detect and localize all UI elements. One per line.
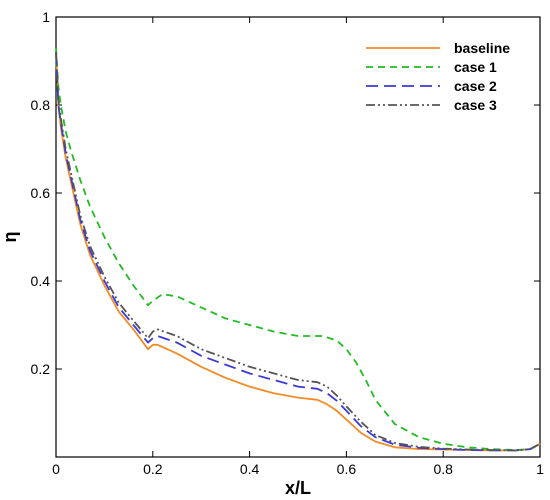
legend-label: case 1: [454, 59, 497, 75]
series-line-case-3: [55, 52, 541, 452]
x-tick-label: 0: [52, 461, 60, 477]
legend-label: baseline: [454, 40, 510, 56]
plot-frame: [55, 16, 541, 458]
y-tick-label: 1: [42, 9, 50, 25]
y-tick-label: 0.8: [31, 97, 51, 113]
x-tick-label: 0.6: [337, 461, 357, 477]
x-axis-label: x/L: [285, 478, 311, 498]
y-tick-label: 0.6: [31, 185, 51, 201]
y-tick-label: 0.2: [31, 361, 51, 377]
legend-label: case 3: [454, 97, 497, 113]
legend-label: case 2: [454, 78, 497, 94]
y-tick-label: 0.4: [31, 273, 51, 289]
series-line-case-1: [55, 47, 541, 451]
x-tick-label: 0.2: [143, 461, 163, 477]
series-lines: [55, 47, 541, 452]
x-tick-label: 0.4: [240, 461, 260, 477]
y-axis-label: η: [0, 232, 20, 243]
x-tick-label: 0.8: [433, 461, 453, 477]
legend: baseline case 1 case 2 case 3: [366, 40, 510, 113]
x-tick-label: 1: [536, 461, 544, 477]
series-line-case-2: [55, 52, 541, 452]
axis-ticks: 0 0.2 0.4 0.6 0.8 1 0.2 0.4 0.6 0.8 1: [31, 9, 545, 477]
